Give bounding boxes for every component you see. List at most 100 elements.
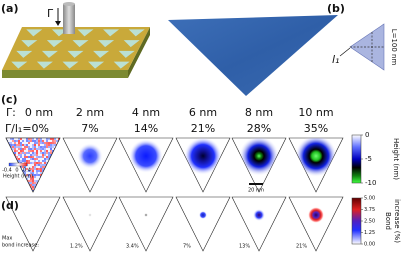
noise-pixel [48, 152, 50, 154]
schematic-triangle [11, 61, 28, 69]
noise-pixel [50, 174, 52, 176]
schematic-triangle [21, 40, 38, 48]
noise-pixel [26, 156, 28, 158]
noise-pixel [48, 144, 50, 146]
noise-pixel [30, 186, 32, 188]
noise-pixel [18, 144, 20, 146]
noise-pixel [46, 142, 48, 144]
gamma-label: 2 nm [76, 106, 104, 119]
noise-pixel [38, 150, 40, 152]
noise-pixel [18, 148, 20, 150]
schematic-triangle [36, 61, 53, 69]
noise-pixel [26, 182, 28, 184]
noise-pixel [52, 158, 54, 160]
noise-pixel [34, 158, 36, 160]
tip-top [63, 2, 75, 6]
tip [63, 4, 75, 34]
noise-pixel [58, 148, 60, 150]
noise-pixel [26, 158, 28, 160]
noise-pixel [36, 182, 38, 184]
noise-pixel [52, 154, 54, 156]
noise-pixel [52, 166, 54, 168]
noise-pixel [52, 148, 54, 150]
noise-pixel [38, 168, 40, 170]
noise-pixel [8, 180, 10, 182]
noise-pixel [50, 160, 52, 162]
noise-pixel [58, 162, 60, 164]
noise-pixel [10, 186, 12, 188]
noise-pixel [26, 188, 28, 190]
noise-pixel [8, 154, 10, 156]
schematic-triangle [98, 40, 115, 48]
noise-pixel [28, 152, 30, 154]
noise-pixel [22, 152, 24, 154]
noise-pixel [36, 168, 38, 170]
arrow-head [55, 21, 61, 26]
colorbar-tick: 1.25 [364, 230, 375, 236]
ratio-label: 7% [81, 122, 98, 135]
noise-pixel [50, 144, 52, 146]
gamma-label: 10 nm [298, 106, 333, 119]
noise-pixel [42, 178, 44, 180]
bond-map [118, 196, 174, 252]
noise-pixel [38, 144, 40, 146]
noise-pixel [8, 186, 10, 188]
noise-pixel [58, 154, 60, 156]
noise-pixel [36, 172, 38, 174]
noise-pixel [38, 148, 40, 150]
noise-pixel [44, 158, 46, 160]
noise-pixel [46, 176, 48, 178]
noise-pixel [46, 152, 48, 154]
noise-pixel [12, 144, 14, 146]
noise-pixel [36, 178, 38, 180]
noise-pixel [56, 160, 58, 162]
panel-label: (c) [1, 93, 18, 106]
noise-pixel [34, 190, 36, 192]
noise-pixel [38, 154, 40, 156]
noise-pixel [28, 170, 30, 172]
noise-pixel [14, 148, 16, 150]
noise-pixel [40, 174, 42, 176]
inset-tick: 0 [15, 168, 18, 174]
noise-pixel [8, 160, 10, 162]
noise-pixel [40, 138, 42, 140]
inset-title: Height (nm) [3, 174, 33, 180]
noise-pixel [40, 148, 42, 150]
noise-pixel [36, 170, 38, 172]
noise-pixel [56, 164, 58, 166]
noise-pixel [34, 142, 36, 144]
noise-pixel [58, 164, 60, 166]
noise-pixel [50, 180, 52, 182]
noise-pixel [42, 166, 44, 168]
noise-pixel [50, 182, 52, 184]
schematic-triangle [123, 40, 140, 48]
noise-pixel [48, 172, 50, 174]
noise-pixel [28, 180, 30, 182]
noise-pixel [32, 174, 34, 176]
noise-pixel [48, 182, 50, 184]
noise-pixel [30, 164, 32, 166]
noise-pixel [58, 184, 60, 186]
noise-pixel [20, 182, 22, 184]
noise-pixel [24, 156, 26, 158]
panel-label: (a) [1, 2, 18, 15]
gamma-label: 8 nm [245, 106, 273, 119]
noise-pixel [20, 180, 22, 182]
noise-pixel [56, 182, 58, 184]
height-colorbar [351, 134, 362, 184]
noise-pixel [32, 176, 34, 178]
schematic-triangle [26, 29, 43, 37]
noise-pixel [16, 146, 18, 148]
noise-pixel [6, 148, 8, 150]
noise-pixel [12, 168, 14, 170]
noise-pixel [14, 144, 16, 146]
noise-pixel [30, 156, 32, 158]
pointer [339, 47, 351, 57]
noise-pixel [10, 160, 12, 162]
bond-blob [308, 207, 324, 223]
noise-pixel [14, 150, 16, 152]
sample-image [168, 15, 338, 96]
noise-pixel [6, 160, 8, 162]
noise-pixel [24, 144, 26, 146]
noise-pixel [8, 156, 10, 158]
